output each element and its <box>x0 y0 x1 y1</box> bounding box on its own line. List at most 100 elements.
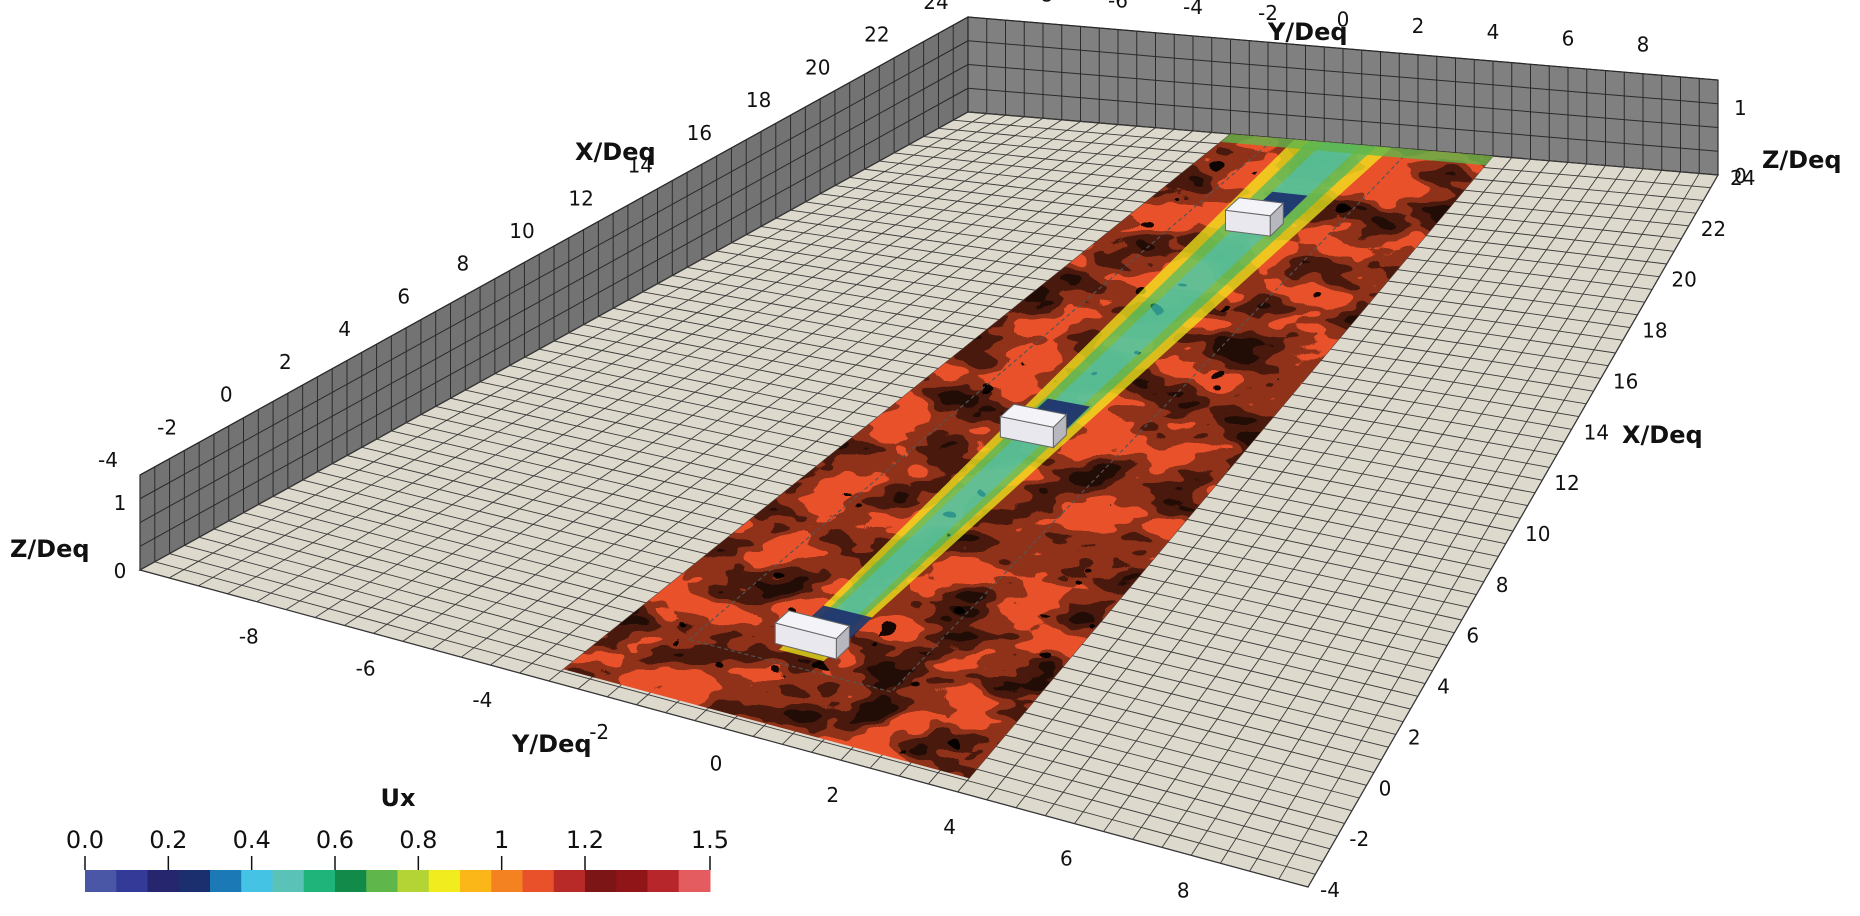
z-tick-left: 0 <box>114 559 127 583</box>
x-tick-right: 12 <box>1554 471 1579 495</box>
x-tick-right: 16 <box>1613 369 1638 393</box>
colorbar-swatch <box>678 870 711 892</box>
colorbar-swatch <box>553 870 586 892</box>
turbine-1 <box>774 605 873 661</box>
y-tick-top: -2 <box>1258 1 1278 25</box>
colorbar-swatch <box>85 870 117 892</box>
colorbar-swatch <box>647 870 680 892</box>
colorbar-swatch <box>366 870 398 892</box>
y-tick-top: 2 <box>1412 14 1425 38</box>
x-tick-left: 14 <box>628 154 653 178</box>
y-tick-top: 0 <box>1337 8 1350 32</box>
colorbar-swatch <box>585 870 617 892</box>
colorbar-tick-label: 0.2 <box>149 826 187 854</box>
colorbar-swatch <box>522 870 555 892</box>
floor-grid-line <box>373 124 1119 634</box>
y-tick-bottom: 0 <box>710 752 723 776</box>
turbine-2 <box>999 398 1090 449</box>
y-tick-bottom: 6 <box>1060 847 1073 871</box>
colorbar-swatches <box>85 870 711 892</box>
colorbar-tick-label: 0.4 <box>233 826 271 854</box>
z-tick-right: 1 <box>1734 96 1747 120</box>
wall-grid-line <box>139 16 969 476</box>
x-tick-left: -4 <box>98 448 118 472</box>
wake-core <box>808 141 1362 642</box>
floor-grid-line <box>519 132 1213 674</box>
x-tick-right: 20 <box>1671 268 1696 292</box>
z-axis-title-left: Z/Deq <box>10 535 90 563</box>
x-tick-left: 8 <box>457 252 470 276</box>
colorbar-swatch <box>116 870 148 892</box>
colorbar-swatch <box>241 870 273 892</box>
x-tick-right: 14 <box>1584 420 1609 444</box>
colorbar-swatch <box>460 870 492 892</box>
colorbar-swatch <box>210 870 242 892</box>
y-tick-top: 8 <box>1637 33 1650 57</box>
y-tick-bottom: 4 <box>943 815 956 839</box>
x-tick-left: 0 <box>220 383 233 407</box>
x-tick-left: 12 <box>568 186 593 210</box>
floor-grid-line <box>168 113 987 579</box>
field-far-edge <box>1220 134 1493 166</box>
x-axis-title-right: X/Deq <box>1622 421 1703 449</box>
x-tick-left: 18 <box>746 88 771 112</box>
x-tick-left: 16 <box>687 121 712 145</box>
floor-grid-line <box>1220 170 1663 864</box>
wall-grid-line <box>967 87 1719 152</box>
colorbar-swatch <box>491 870 523 892</box>
floor-grid-line <box>1307 174 1719 888</box>
y-tick-bottom: -4 <box>472 688 492 712</box>
colorbar-tick-label: 0.8 <box>399 826 437 854</box>
z-tick-left: 1 <box>114 491 127 515</box>
floor-grid-line <box>402 125 1138 642</box>
x-tick-right: 10 <box>1525 522 1550 546</box>
x-tick-left: 22 <box>864 23 889 47</box>
floor-grid-line <box>1074 162 1569 824</box>
colorbar-tick-label: 1.5 <box>691 826 729 854</box>
x-tick-right: 22 <box>1701 217 1726 241</box>
floor-grid-line <box>314 121 1081 618</box>
colorbar-swatch <box>272 870 305 892</box>
floor-grid-line <box>1132 165 1606 840</box>
colorbar-tick-label: 0.6 <box>316 826 354 854</box>
floor-grid-line <box>1278 173 1700 880</box>
axis-labels: -4-4-2-200224466881010121214141616181820… <box>98 0 1755 902</box>
x-tick-right: 6 <box>1466 624 1479 648</box>
colorbar-tick-label: 0.0 <box>66 826 104 854</box>
colorbar-swatch <box>303 870 336 892</box>
floor-grid-line <box>1015 158 1531 809</box>
wall-grid-line <box>967 64 1719 128</box>
colorbar-swatch <box>335 870 367 892</box>
x-tick-left: 2 <box>279 350 292 374</box>
y-tick-bottom: -6 <box>356 656 376 680</box>
turbine-top-face <box>1224 197 1285 217</box>
y-tick-top: -8 <box>1033 0 1053 6</box>
colorbar-tick-label: 1.2 <box>566 826 604 854</box>
floor-grid-line <box>344 122 1100 626</box>
floor-grid-line <box>227 116 1025 595</box>
x-tick-right: 8 <box>1496 573 1509 597</box>
floor-grid-line <box>139 111 969 571</box>
x-tick-right: 0 <box>1379 776 1392 800</box>
floor-grid-line <box>285 119 1062 611</box>
floor-grid-line <box>1190 168 1644 856</box>
x-tick-left: 24 <box>923 0 948 14</box>
colorbar-swatch <box>428 870 461 892</box>
floor-grid-line <box>1044 160 1550 816</box>
refinement-box <box>687 137 1412 693</box>
colorbar-swatch <box>147 870 180 892</box>
y-tick-top: -4 <box>1183 0 1203 19</box>
floor-grid-line <box>431 127 1156 650</box>
wall-grid-line <box>139 87 969 547</box>
x-tick-left: 20 <box>805 55 830 79</box>
x-tick-left: 10 <box>509 219 534 243</box>
floor-grid-line <box>1103 163 1588 832</box>
y-tick-bottom: 2 <box>826 783 839 807</box>
x-tick-right: 18 <box>1642 319 1667 343</box>
y-axis-title-top: Y/Deq <box>1267 18 1348 46</box>
floor-grid-line <box>1249 171 1681 872</box>
z-tick-right: 0 <box>1734 164 1747 188</box>
floor-grid-line <box>986 157 1513 801</box>
x-axis-title-left: X/Deq <box>575 138 656 166</box>
floor-grid-line <box>490 130 1194 666</box>
